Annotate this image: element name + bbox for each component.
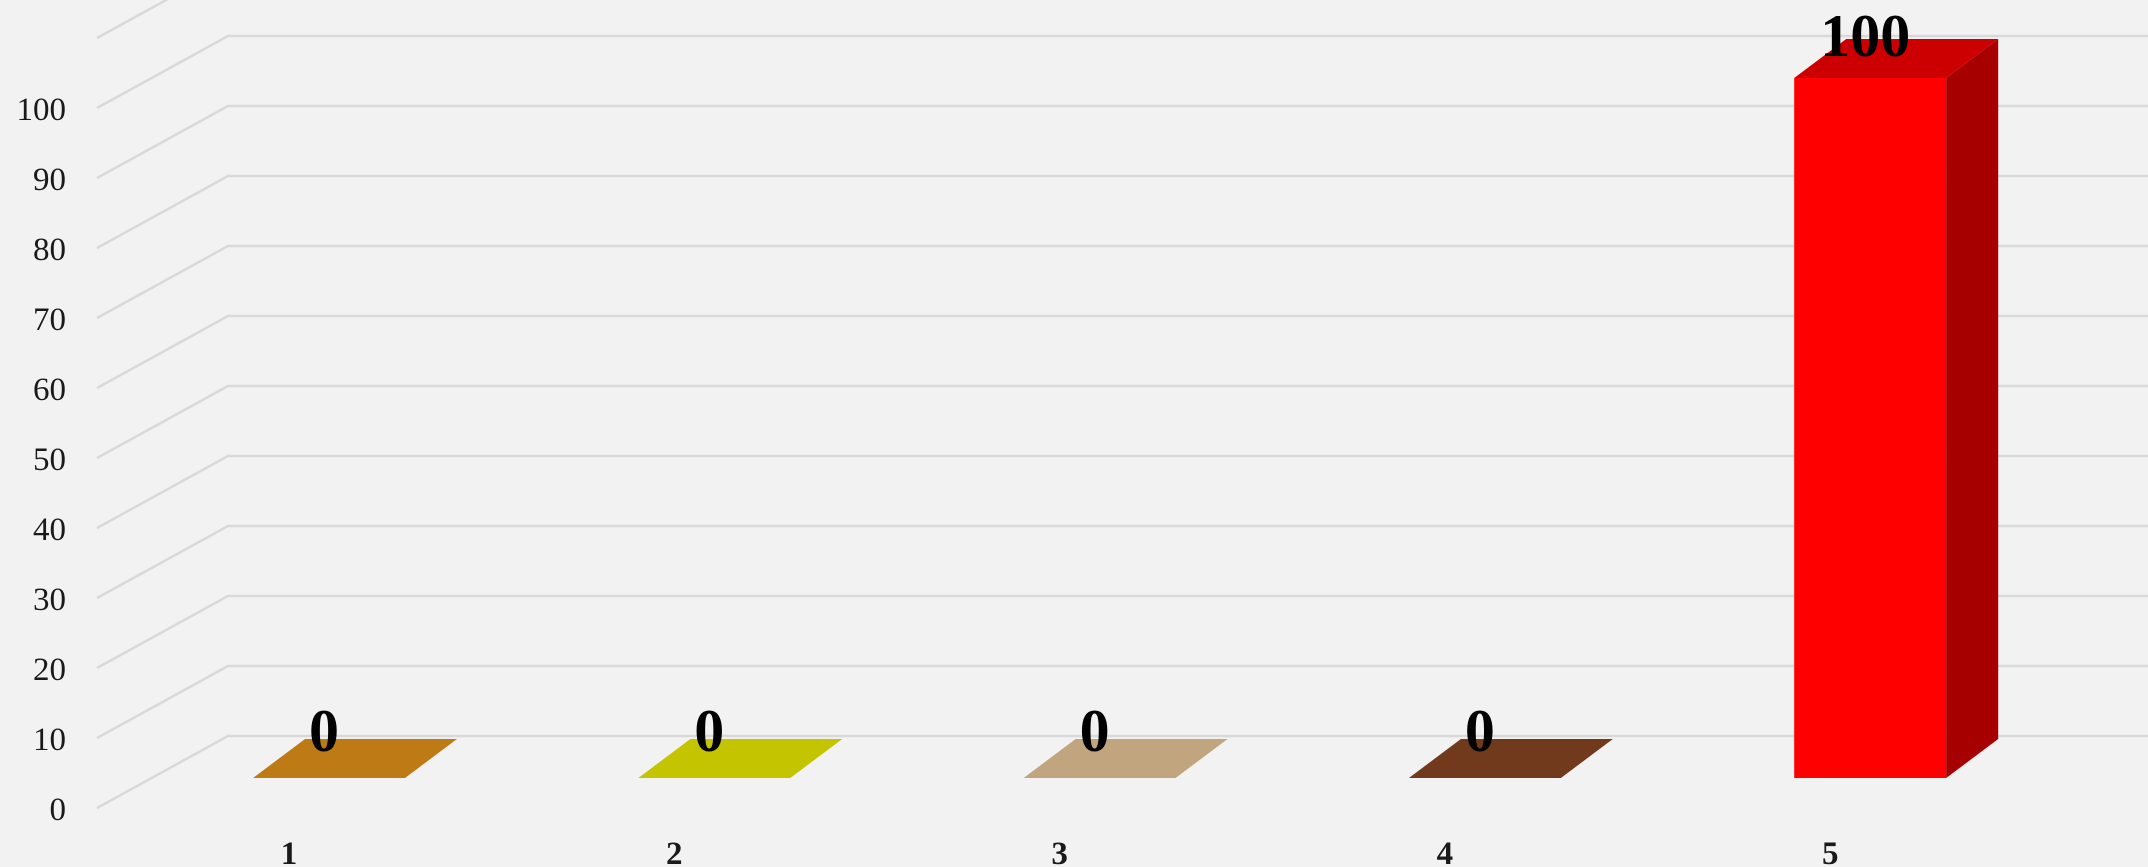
- y-tick-label: 60: [33, 372, 66, 408]
- y-tick-label: 10: [33, 722, 66, 758]
- bar-3: [1023, 739, 1228, 778]
- data-labels: 0 0 0 0 100: [309, 3, 1910, 764]
- gridline: [96, 664, 2148, 740]
- data-label: 0: [1080, 698, 1110, 764]
- bar-2: [638, 739, 843, 778]
- x-tick-label: 5: [1822, 836, 1839, 867]
- y-tick-label: 90: [33, 162, 66, 198]
- data-label: 0: [694, 698, 724, 764]
- gridline: [96, 524, 2148, 600]
- y-tick-label: 40: [33, 512, 66, 548]
- y-tick-label: 20: [33, 652, 66, 688]
- gridline: [96, 0, 169, 40]
- y-tick-label: 50: [33, 442, 66, 478]
- y-tick-label: 30: [33, 582, 66, 618]
- gridline: [96, 734, 2148, 810]
- y-tick-label: 100: [17, 92, 67, 128]
- gridline: [96, 34, 2148, 110]
- bar-5: [1794, 39, 1999, 778]
- data-label: 0: [309, 698, 339, 764]
- bar-flat: [638, 739, 843, 778]
- y-axis: 0 10 20 30 40 50 60 70 80 90 100: [17, 92, 67, 828]
- gridline: [96, 594, 2148, 670]
- gridline: [96, 314, 2148, 390]
- y-tick-label: 0: [50, 792, 67, 828]
- chart-bars: [253, 39, 1999, 778]
- x-tick-label: 1: [281, 836, 298, 867]
- gridline: [96, 174, 2148, 250]
- gridline: [96, 384, 2148, 460]
- bar-top: [1794, 39, 1999, 78]
- gridline: [96, 104, 2148, 180]
- chart-gridlines: [96, 0, 2148, 810]
- y-tick-label: 70: [33, 302, 66, 338]
- gridline: [96, 244, 2148, 320]
- data-label: 0: [1465, 698, 1495, 764]
- data-label: 100: [1820, 3, 1910, 69]
- bar-side: [1946, 39, 1999, 778]
- bar-flat: [1408, 739, 1613, 778]
- bar-flat: [1023, 739, 1228, 778]
- x-tick-label: 3: [1051, 836, 1068, 867]
- x-tick-label: 2: [666, 836, 683, 867]
- gridline: [96, 454, 2148, 530]
- bar-front: [1794, 78, 1947, 778]
- bar-4: [1408, 739, 1613, 778]
- y-tick-label: 80: [33, 232, 66, 268]
- x-tick-label: 4: [1437, 836, 1454, 867]
- bar-1: [253, 739, 457, 778]
- bar-flat: [253, 739, 457, 778]
- x-axis: 1 2 3 4 5: [281, 836, 1839, 867]
